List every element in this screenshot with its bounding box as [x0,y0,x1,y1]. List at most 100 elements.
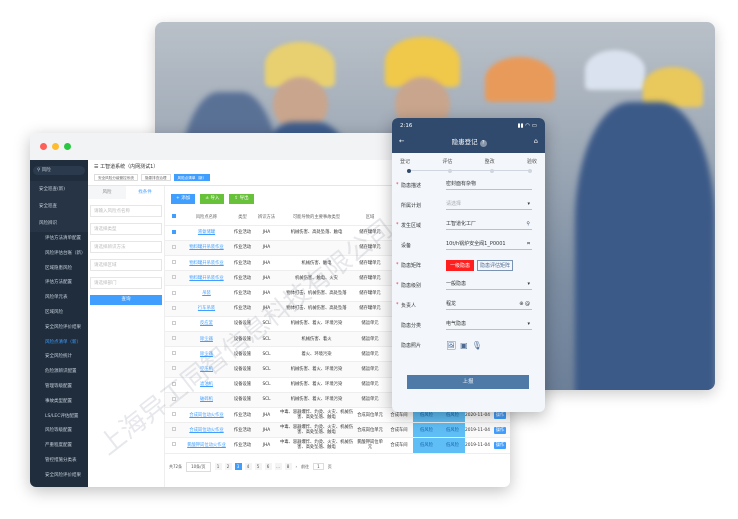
row-checkbox[interactable] [172,336,176,341]
filter-select[interactable]: 请选择区域 [90,259,162,271]
filter-select[interactable]: 请选择类型 [90,223,162,235]
row-checkbox[interactable] [172,442,176,447]
risk-point-link[interactable]: 液氨储罐 [197,230,216,236]
sidebar-item[interactable]: 风险点清单（新） [45,339,81,345]
filter-tab[interactable]: 风险 [88,186,126,199]
sidebar-item[interactable]: 风险评估台账（新） [45,250,86,256]
video-upload-icon[interactable]: ▣ [460,340,472,350]
filter-input[interactable]: 请输入风险点名称 [90,205,162,217]
page-size-select[interactable]: 10条/页 [186,461,211,472]
page-button[interactable]: 8 [284,463,292,470]
risk-point-link[interactable]: 物料罐开吊装作业 [189,275,224,281]
risk-point-link[interactable]: 吊装 [202,291,211,297]
row-checkbox[interactable] [172,320,176,325]
menu-icon[interactable]: ☰ [94,164,99,170]
risk-point-link[interactable]: 空压机 [200,366,213,372]
select-all-checkbox[interactable] [172,214,176,219]
row-checkbox[interactable] [172,381,176,386]
help-icon[interactable]: ? [479,139,487,147]
filter-select[interactable]: 请选择部门 [90,277,162,289]
page-button[interactable]: 5 [254,463,262,470]
sidebar-item[interactable]: 区域风险 [45,309,63,315]
tab-active[interactable]: 风险点清单（新） [173,174,211,181]
risk-point-link[interactable]: 反应釜 [200,321,213,327]
sidebar-item[interactable]: 安全风险统计 [45,354,72,360]
sidebar-item[interactable]: 安全风险评价结果 [45,324,81,330]
sidebar-item[interactable]: 严重程度配置 [45,443,72,449]
sidebar-item[interactable]: 安全风险评价结果 [45,472,81,478]
hazard-level-badge[interactable]: 一级隐患 [446,259,475,271]
sidebar-item[interactable]: 风险等级配置 [45,428,72,434]
risk-point-link[interactable]: 除尘器 [200,336,213,342]
sidebar-item[interactable]: 区域隐患风险 [45,265,72,271]
page-button[interactable]: 2 [224,463,232,470]
page-button[interactable]: 4 [244,463,252,470]
form-input[interactable]: 10t/h锅炉安全阀1_P0001 ⌗ [446,240,532,250]
risk-point-link[interactable]: 合成岗位动火作业 [189,412,224,418]
search-button[interactable]: 查询 [90,295,162,305]
export-button[interactable]: ⇪ 导出 [229,194,254,204]
close-button[interactable] [40,143,47,150]
row-checkbox[interactable] [172,427,176,432]
sidebar-item[interactable]: LS/LEC评估配置 [45,413,79,419]
risk-point-link[interactable]: 物料罐开吊装作业 [189,260,224,266]
operate-button[interactable]: 操作 [493,441,507,449]
sidebar-item[interactable]: 管控措施分类表 [45,457,77,463]
row-checkbox[interactable] [172,305,176,310]
row-checkbox[interactable] [172,290,176,295]
page-button[interactable]: 1 [214,463,222,470]
risk-point-link[interactable]: 氯酸钾岗位动火作业 [187,442,226,448]
dropdown-arrow-icon[interactable]: ▾ [527,281,530,287]
filter-tab-active[interactable]: 找条件 [126,186,164,199]
dropdown-arrow-icon[interactable]: ▾ [527,201,530,207]
row-checkbox[interactable] [172,275,176,280]
sidebar-item[interactable]: 危险源辨识配置 [45,369,77,375]
risk-point-link[interactable]: 行车吊装 [197,306,216,312]
risk-point-link[interactable]: 破碎机 [200,397,213,403]
goto-page-input[interactable]: 1 [313,463,324,470]
row-checkbox[interactable] [172,366,176,371]
page-button[interactable]: 6 [264,463,272,470]
submit-button[interactable]: 上报 [407,375,529,389]
row-checkbox[interactable] [172,229,176,234]
tab[interactable]: 安全风险分级管控系统 [94,174,138,181]
page-button[interactable]: ... [274,463,282,470]
sidebar-search-input[interactable]: ⚲ 风险 [33,166,85,175]
user-select-icon[interactable]: ⊕ @ [519,301,530,307]
dropdown-arrow-icon[interactable]: ▾ [527,321,530,327]
page-button[interactable]: 3 [234,463,242,470]
sidebar-item[interactable]: 管理等级配置 [45,383,72,389]
sidebar-item[interactable]: 事故类型配置 [45,398,72,404]
row-checkbox[interactable] [172,244,176,249]
row-checkbox[interactable] [172,412,176,417]
sidebar-item[interactable]: 评估方法配置 [45,280,72,286]
sidebar-item[interactable]: 风险单元表 [45,295,68,301]
form-input[interactable]: 工智道化工厂 ⚲ [446,220,532,230]
sidebar-group[interactable]: 风险辨识 [30,215,88,232]
form-input[interactable]: 请选择 ▾ [446,200,532,210]
operate-button[interactable]: 操作 [493,411,507,419]
location-pin-icon[interactable]: ⚲ [526,221,530,227]
risk-point-link[interactable]: 除尘器 [200,351,213,357]
form-input[interactable]: 一般隐患 ▾ [446,280,532,290]
microphone-icon[interactable]: 🎙 [471,340,486,350]
tab[interactable]: 隐患排查治理 [140,174,171,181]
form-input[interactable]: 程龙 ⊕ @ [446,300,532,310]
row-checkbox[interactable] [172,260,176,265]
sidebar-item[interactable]: 评估方法清单配置 [45,236,81,241]
sidebar-group[interactable]: 安全巡查 [30,198,88,215]
sidebar-group[interactable]: 安全巡查(新) [30,181,88,198]
back-arrow-icon[interactable]: ← [399,137,405,145]
maximize-button[interactable] [64,143,71,150]
minimize-button[interactable] [52,143,59,150]
form-input[interactable]: 密封面有杂物 [446,180,532,190]
import-button[interactable]: ± 导入 [200,194,225,204]
next-page-button[interactable]: › [295,464,298,469]
form-input[interactable]: 电气隐患 ▾ [446,320,532,330]
home-icon[interactable]: ⌂ [533,137,538,145]
filter-select[interactable]: 请选择辨识方法 [90,241,162,253]
image-upload-icon[interactable]: 🖼 [446,340,461,350]
matrix-button[interactable]: 隐患评估矩阵 [477,259,514,271]
scan-icon[interactable]: ⌗ [527,241,530,247]
risk-point-link[interactable]: 合成岗位动火作业 [189,427,224,433]
